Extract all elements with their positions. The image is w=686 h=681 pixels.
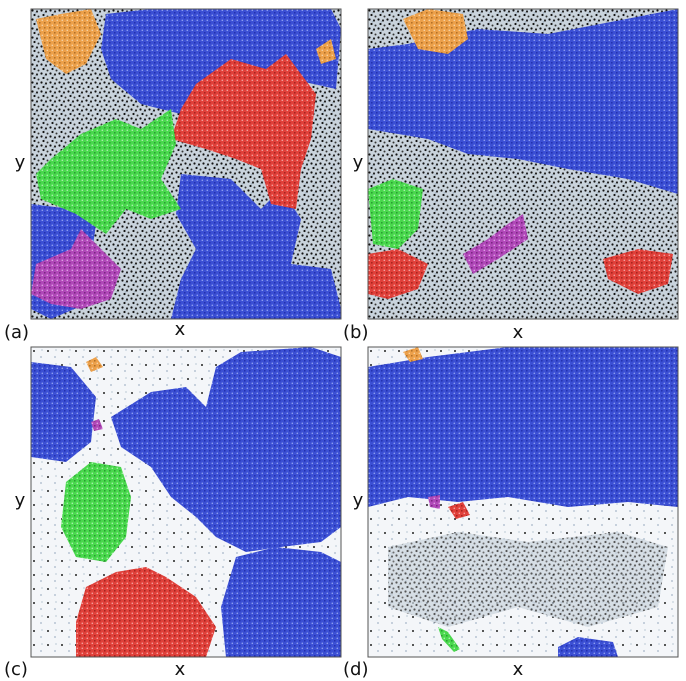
panel-label: (b) xyxy=(343,322,368,343)
page: {"panels": [ {"label": "(a)", "x_label":… xyxy=(0,0,686,681)
x-axis-label: x xyxy=(175,319,186,340)
y-axis-label: y xyxy=(15,490,26,511)
x-axis-label: x xyxy=(175,659,186,680)
panel-label: (c) xyxy=(4,659,28,680)
panel-label: (d) xyxy=(343,659,368,680)
y-axis-label: y xyxy=(353,152,364,173)
panel-a-image xyxy=(31,9,341,319)
y-axis-label: y xyxy=(15,152,26,173)
x-axis-label: x xyxy=(513,322,524,343)
panel-d-image xyxy=(368,347,678,657)
y-axis-label: y xyxy=(353,490,364,511)
panel-label: (a) xyxy=(4,322,29,343)
panel-b-image xyxy=(368,9,678,319)
figure: y x (a) y x (b) y x (c) y x (d) xyxy=(0,0,686,681)
x-axis-label: x xyxy=(513,659,524,680)
panel-c-image xyxy=(31,347,341,657)
